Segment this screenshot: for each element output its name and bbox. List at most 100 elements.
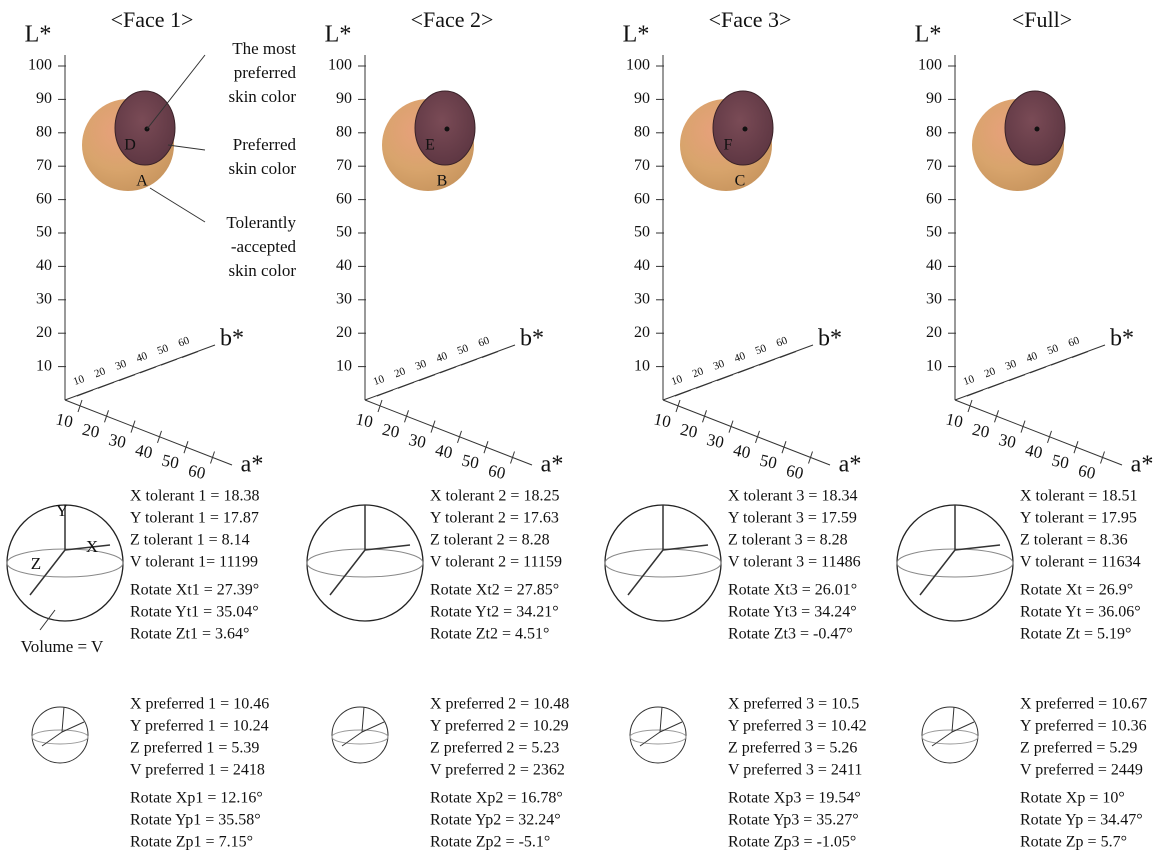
a-tick-label: 40 xyxy=(134,440,155,462)
b-tick-label: 40 xyxy=(733,350,748,365)
tick xyxy=(130,420,136,433)
axes-3d xyxy=(627,505,709,596)
axis-letter: Y xyxy=(56,501,68,520)
tick xyxy=(1008,374,1026,382)
tick xyxy=(139,366,157,374)
l-tick-label: 70 xyxy=(926,157,942,174)
l-tick-label: 30 xyxy=(336,290,352,307)
annotation: -accepted xyxy=(231,237,297,256)
annotation: skin color xyxy=(228,261,296,280)
preferred: Y preferred 3 = 10.42 xyxy=(728,718,867,735)
a-axis-label: a* xyxy=(241,452,264,478)
tick xyxy=(77,399,83,413)
panel: <Face 2>L*100908070605040302010b*1020304… xyxy=(306,7,569,851)
tolerant: X tolerant = 18.51 xyxy=(1020,488,1137,505)
b-tick-label: 50 xyxy=(754,342,769,357)
tick xyxy=(779,351,797,358)
tick xyxy=(430,420,436,433)
a-tick-label: 60 xyxy=(487,461,508,483)
a-axis xyxy=(64,399,233,466)
annotation: Tolerantly xyxy=(226,213,296,232)
tick xyxy=(397,381,415,389)
l-tick-label: 20 xyxy=(36,324,52,341)
preferred-rotation: Rotate Xp3 = 19.54° xyxy=(728,790,861,807)
tolerant-rotation: Rotate Zt = 5.19° xyxy=(1020,626,1131,643)
tick xyxy=(483,441,489,454)
a-tick-label: 60 xyxy=(187,461,208,483)
equator xyxy=(921,729,979,745)
tolerant-rotation: Rotate Yt = 36.06° xyxy=(1020,604,1141,621)
preferred-rotation: Rotate Yp3 = 35.27° xyxy=(728,812,859,829)
tick xyxy=(376,389,394,397)
preferred-rotation: Rotate Xp2 = 16.78° xyxy=(430,790,563,807)
tolerant-rotation: Rotate Xt1 = 27.39° xyxy=(130,582,259,599)
b-tick-label: 60 xyxy=(177,334,192,349)
tick xyxy=(1047,430,1052,444)
tick xyxy=(1050,358,1068,366)
l-tick-label: 40 xyxy=(634,257,650,274)
a-axis-label: a* xyxy=(839,452,862,478)
b-tick-label: 10 xyxy=(72,373,87,388)
tolerant: V tolerant 1= 11199 xyxy=(130,554,258,571)
equator xyxy=(604,548,722,578)
tick xyxy=(1073,441,1079,454)
panel-title: <Face 3> xyxy=(709,7,792,32)
l-tick-label: 10 xyxy=(634,357,650,374)
preferred: X preferred 2 = 10.48 xyxy=(430,696,569,713)
b-tick-label: 30 xyxy=(712,357,727,372)
l-tick-label: 50 xyxy=(336,224,352,241)
tick xyxy=(183,441,189,454)
b-tick-label: 50 xyxy=(456,342,471,357)
axes-3d xyxy=(41,706,85,747)
preferred-rotation: Rotate Yp2 = 32.24° xyxy=(430,812,561,829)
a-axis xyxy=(954,399,1123,466)
axes-3d xyxy=(639,706,683,747)
tolerant: V tolerant = 11634 xyxy=(1020,554,1141,571)
l-tick-label: 10 xyxy=(926,357,942,374)
l-tick-label: 30 xyxy=(634,290,650,307)
preferred-wireframe xyxy=(31,706,89,764)
tick xyxy=(994,410,999,423)
tolerant-rotation: Rotate Xt3 = 26.01° xyxy=(728,582,857,599)
a-axis-label: a* xyxy=(1131,452,1154,478)
tolerant: Z tolerant = 8.36 xyxy=(1020,532,1128,549)
b-tick-label: 10 xyxy=(372,373,387,388)
annotation: Preferred xyxy=(233,135,297,154)
tick xyxy=(755,430,760,444)
panel-title: <Face 2> xyxy=(411,7,494,32)
tick xyxy=(675,399,681,413)
preferred-rotation: Rotate Yp = 34.47° xyxy=(1020,812,1143,829)
l-tick-label: 20 xyxy=(336,324,352,341)
a-tick-label: 20 xyxy=(381,420,402,442)
tick xyxy=(418,374,436,382)
tick xyxy=(737,366,755,374)
l-tick-label: 80 xyxy=(634,123,650,140)
b-tick-label: 10 xyxy=(670,373,685,388)
tolerant: Z tolerant 3 = 8.28 xyxy=(728,532,848,549)
preferred-rotation: Rotate Yp1 = 35.58° xyxy=(130,812,261,829)
panel: <Face 1>L*100908070605040302010b*1020304… xyxy=(6,7,269,851)
tick xyxy=(460,358,478,366)
l-tick-label: 100 xyxy=(626,57,650,74)
tick xyxy=(210,451,215,464)
tick xyxy=(181,351,199,358)
b-tick-label: 40 xyxy=(1025,350,1040,365)
l-tick-label: 90 xyxy=(926,90,942,107)
preferred: X preferred = 10.67 xyxy=(1020,696,1147,713)
preferred: X preferred 1 = 10.46 xyxy=(130,696,269,713)
tick xyxy=(457,430,462,444)
l-tick-label: 70 xyxy=(36,157,52,174)
tick xyxy=(404,410,409,423)
l-tick-label: 40 xyxy=(926,257,942,274)
tick xyxy=(160,358,178,366)
tolerant-rotation: Rotate Yt2 = 34.21° xyxy=(430,604,559,621)
a-axis xyxy=(364,399,533,466)
preferred-rotation: Rotate Zp1 = 7.15° xyxy=(130,834,253,851)
a-tick-label: 30 xyxy=(407,430,428,452)
l-tick-label: 80 xyxy=(926,123,942,140)
l-tick-label: 50 xyxy=(36,224,52,241)
tick xyxy=(781,441,787,454)
tick xyxy=(510,451,515,464)
a-tick-label: 20 xyxy=(971,420,992,442)
l-tick-label: 70 xyxy=(336,157,352,174)
